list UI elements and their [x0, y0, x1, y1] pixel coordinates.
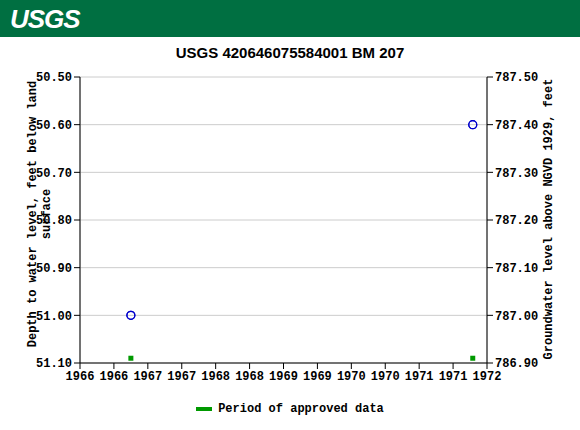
svg-text:1966: 1966	[66, 370, 95, 384]
svg-text:1972: 1972	[473, 370, 502, 384]
svg-text:1966: 1966	[100, 370, 129, 384]
svg-text:787.00: 787.00	[495, 310, 538, 324]
svg-text:1969: 1969	[303, 370, 332, 384]
svg-text:1968: 1968	[201, 370, 230, 384]
svg-text:1967: 1967	[167, 370, 196, 384]
svg-text:1970: 1970	[337, 370, 366, 384]
svg-text:1967: 1967	[133, 370, 162, 384]
svg-text:50.90: 50.90	[36, 262, 72, 276]
svg-text:51.00: 51.00	[36, 310, 72, 324]
svg-text:50.50: 50.50	[36, 71, 72, 85]
svg-text:50.70: 50.70	[36, 167, 72, 181]
svg-text:787.40: 787.40	[495, 119, 538, 133]
svg-text:787.10: 787.10	[495, 262, 538, 276]
svg-text:786.90: 786.90	[495, 357, 538, 371]
svg-text:787.30: 787.30	[495, 167, 538, 181]
svg-text:1971: 1971	[405, 370, 434, 384]
svg-text:787.50: 787.50	[495, 71, 538, 85]
svg-text:1970: 1970	[371, 370, 400, 384]
svg-text:1968: 1968	[235, 370, 264, 384]
svg-text:51.10: 51.10	[36, 357, 72, 371]
svg-text:50.60: 50.60	[36, 119, 72, 133]
svg-text:1969: 1969	[269, 370, 298, 384]
svg-text:1971: 1971	[439, 370, 468, 384]
svg-text:787.20: 787.20	[495, 214, 538, 228]
